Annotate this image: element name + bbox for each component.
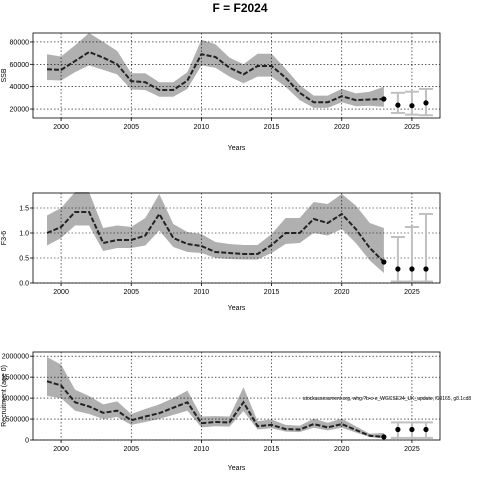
y-tick-label: 1000000 [2, 396, 29, 403]
plot-frame [32, 32, 441, 119]
y-tick-label: 2000000 [2, 354, 29, 361]
projection-point [423, 426, 429, 433]
x-tick-label: 2005 [123, 446, 139, 453]
x-tick-label: 2015 [264, 289, 280, 296]
confidence-band [47, 357, 384, 439]
projection-point [409, 426, 415, 433]
projection-point [395, 266, 401, 272]
x-tick-label: 2015 [264, 446, 280, 453]
y-axis-label: F3-6 [1, 231, 8, 246]
x-tick-label: 2005 [123, 289, 139, 296]
y-axis-label: SSB [1, 68, 8, 82]
x-tick-label: 2025 [404, 446, 420, 453]
confidence-band [47, 33, 384, 108]
x-tick-label: 2010 [194, 446, 210, 453]
fishing-mortality-panel: 2000 2005 2010 2015 2020 2025 0.0 0.5 1.0 1.5 Year… [1, 192, 441, 312]
y-tick-label: 80000 [10, 39, 30, 46]
projection-point [423, 100, 429, 106]
x-tick-label: 2020 [334, 289, 350, 296]
y-tick-label: 0 [25, 438, 29, 445]
projection-point [409, 103, 415, 109]
confidence-band [47, 192, 384, 273]
x-tick-label: 2000 [53, 289, 69, 296]
plot-frame [32, 351, 441, 441]
x-axis-label: Years [228, 465, 246, 472]
x-tick-label: 2000 [53, 446, 69, 453]
y-axis-label: Recruitment (age 0) [1, 365, 8, 427]
figure-title: F = F2024 [212, 1, 267, 15]
estimate-line [46, 380, 384, 438]
estimate-line [46, 211, 385, 263]
x-tick-label: 2005 [123, 124, 139, 131]
x-tick-label: 2025 [404, 124, 420, 131]
y-tick-label: 1.5 [19, 206, 29, 213]
x-axis-label: Years [228, 145, 246, 152]
y-tick-label: 0.5 [19, 256, 29, 263]
x-axis-label: Years [228, 305, 246, 312]
y-tick-label: 1500000 [2, 375, 29, 382]
projection-point [395, 426, 401, 433]
x-tick-label: 2025 [404, 289, 420, 296]
y-tick-label: 20000 [10, 107, 30, 114]
plot-frame [32, 192, 441, 284]
y-tick-label: 0.0 [19, 281, 29, 288]
recruitment-panel: 2000 2005 2010 2015 2020 2025 0 500000 1000000 15… [1, 351, 471, 472]
last-estimate-point [381, 96, 387, 102]
last-estimate-point [381, 434, 387, 440]
x-tick-label: 2020 [334, 124, 350, 131]
last-estimate-point [381, 259, 387, 265]
y-tick-label: 40000 [10, 84, 30, 91]
x-tick-label: 2010 [194, 124, 210, 131]
y-tick-label: 60000 [10, 62, 30, 69]
estimate-line [46, 50, 384, 104]
y-tick-label: 1.0 [19, 231, 29, 238]
projection-point [409, 266, 415, 272]
x-tick-label: 2015 [264, 124, 280, 131]
ssb-panel: 2000 2005 2010 2015 2020 2025 20000 40000 60000 8… [1, 32, 441, 152]
x-tick-label: 2000 [53, 124, 69, 131]
projection-point [395, 102, 401, 108]
y-tick-label: 500000 [6, 417, 29, 424]
source-note: stockassessment.org, whg.?b-c-e_WGCSE24_… [303, 396, 471, 402]
x-tick-label: 2010 [194, 289, 210, 296]
projection-point [423, 266, 429, 272]
x-tick-label: 2020 [334, 446, 350, 453]
